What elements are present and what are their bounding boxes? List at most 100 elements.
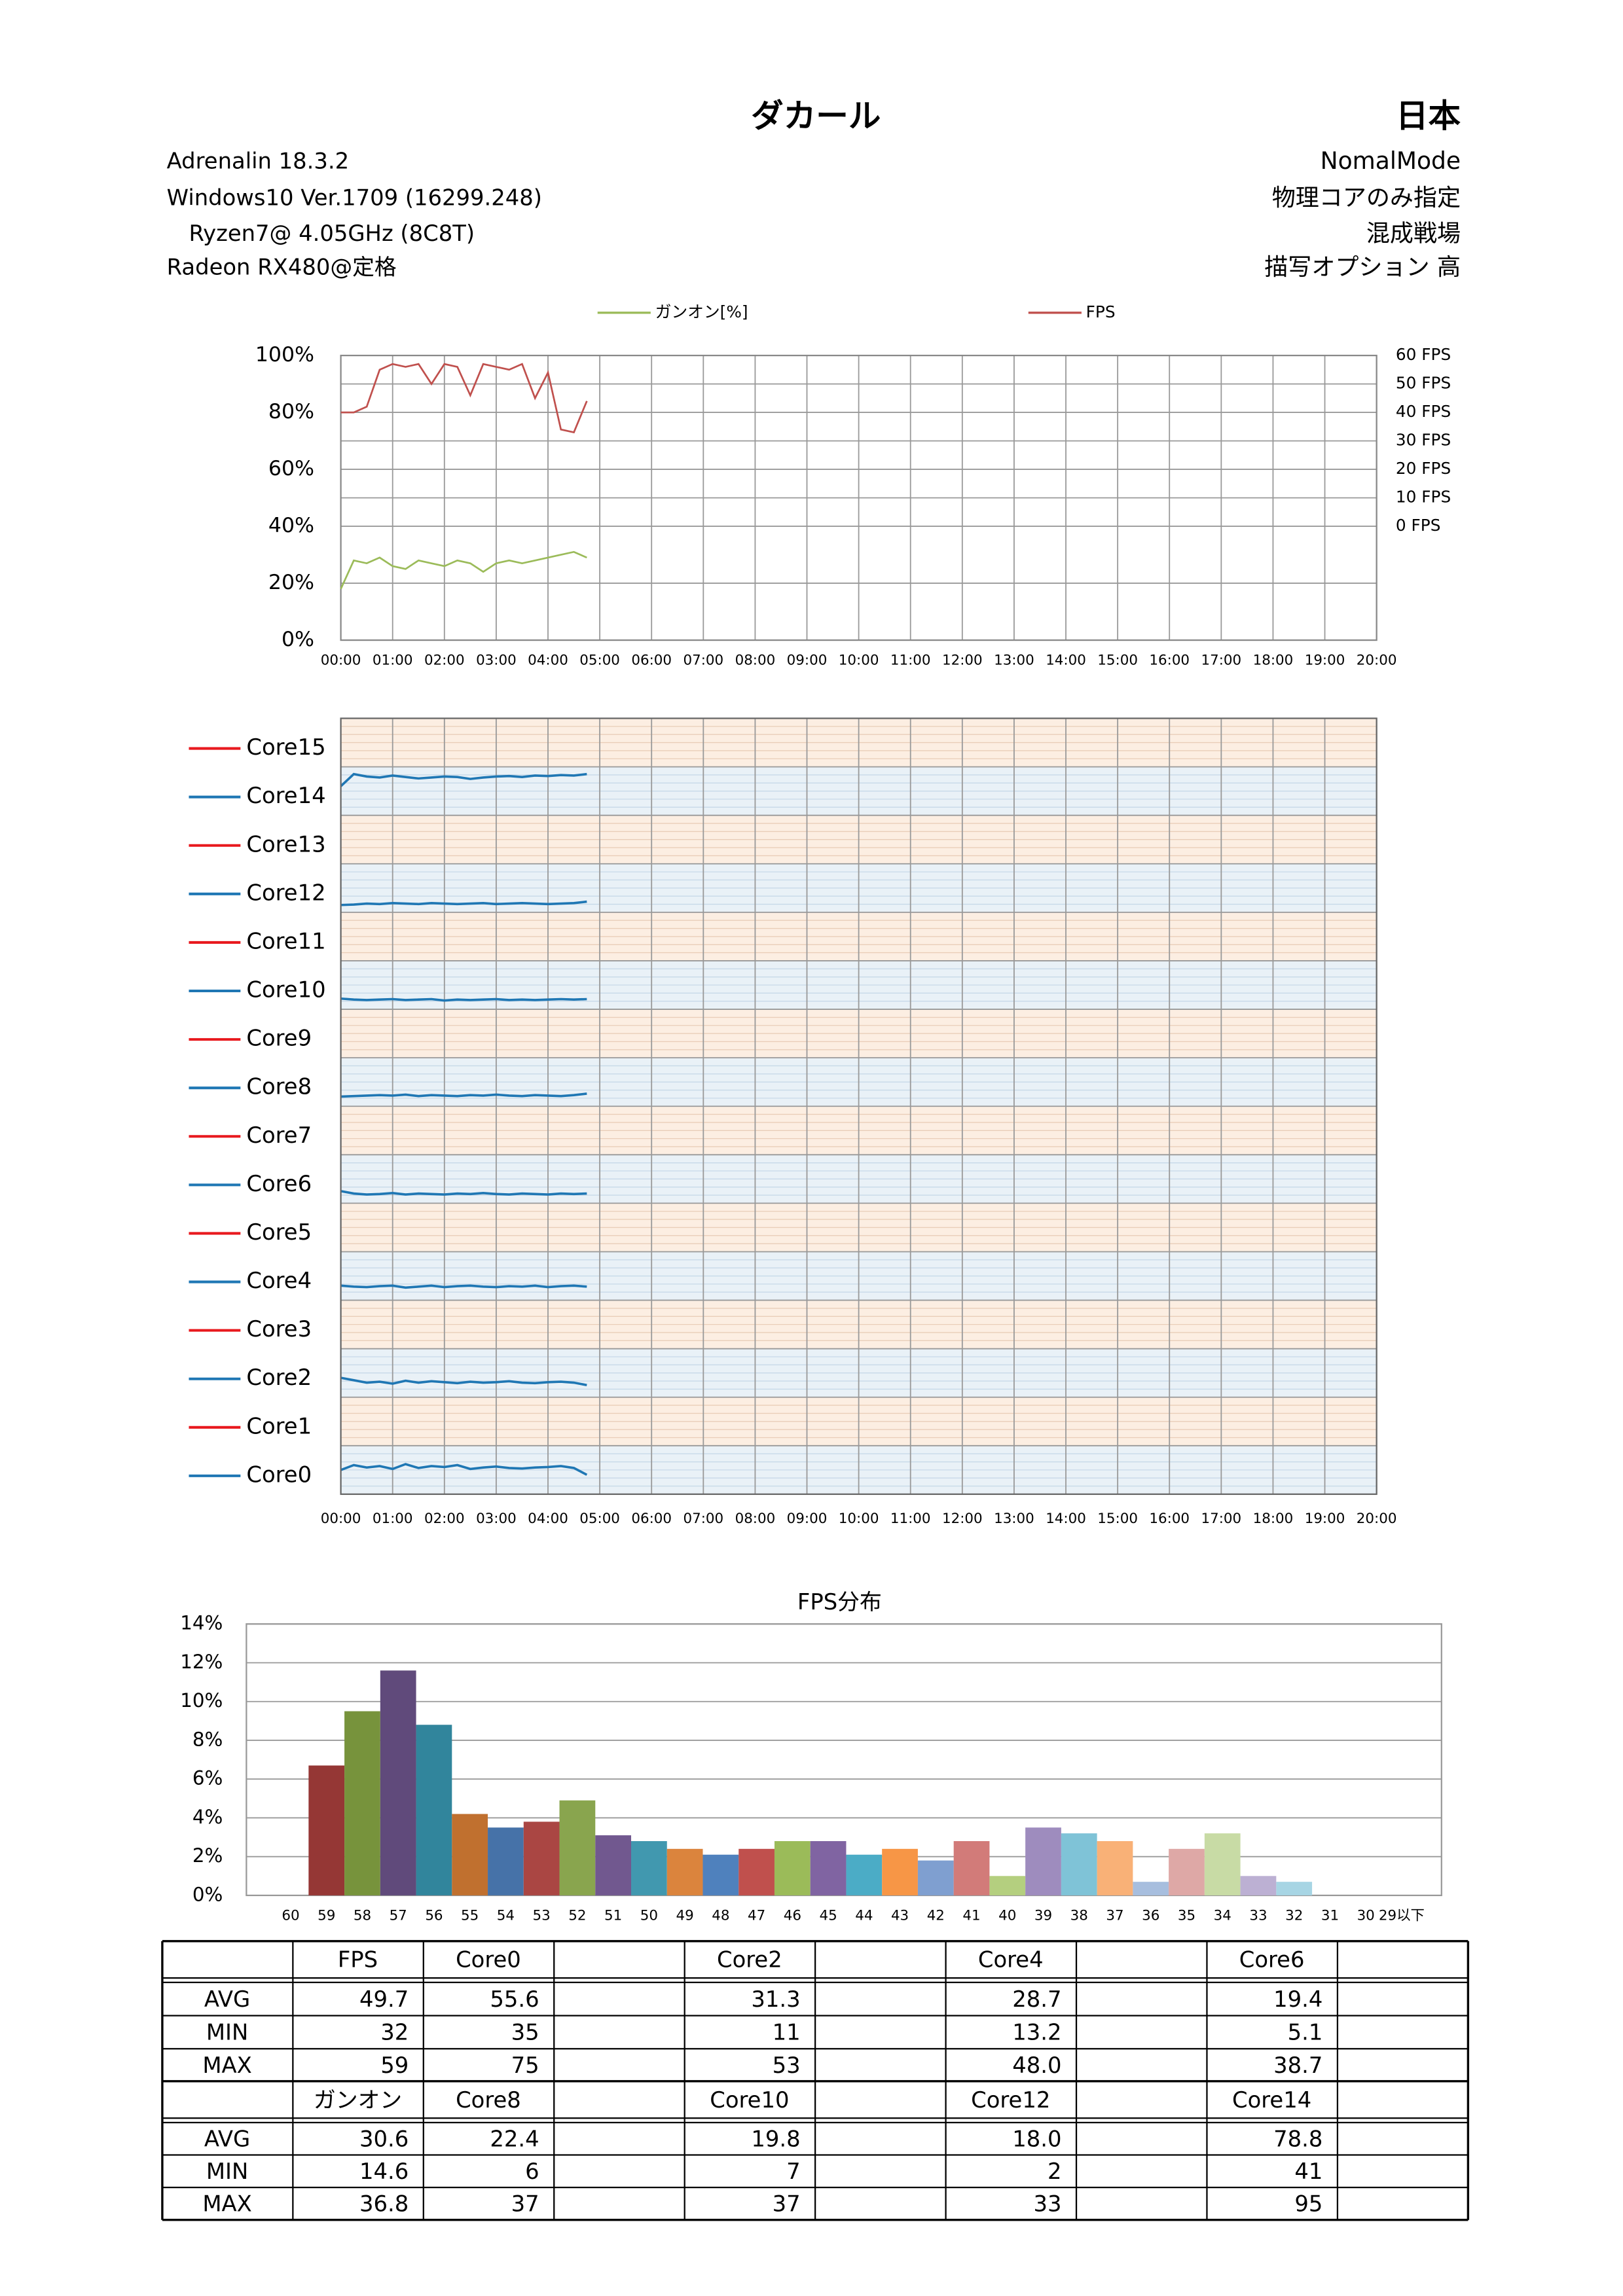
legend-label: Core10 [246,977,325,1003]
bar [559,1800,596,1895]
table-cell: 19.8 [751,2126,800,2152]
x-tick-label: 37 [1106,1907,1123,1924]
legend-label: Core2 [246,1365,312,1390]
y2-tick-label: 40 FPS [1396,402,1451,421]
x-tick-label: 12:00 [942,653,983,669]
y-tick-label: 20% [268,571,314,594]
legend-label: Core9 [246,1026,312,1051]
bar [953,1840,990,1895]
x-tick-label: 55 [461,1907,479,1924]
x-tick-label: 52 [568,1907,586,1924]
legend-label: Core15 [246,734,325,760]
table-cell: 49.7 [359,1986,409,2012]
x-tick-label: 45 [819,1907,837,1924]
x-tick-label: 07:00 [683,653,723,669]
y2-tick-label: 60 FPS [1396,345,1451,364]
table-header: Core14 [1232,2087,1311,2113]
table-cell: 31.3 [751,1986,800,2012]
table-cell: 53 [773,2053,801,2078]
table-cell: 11 [773,2020,801,2045]
x-tick-label: 03:00 [476,1511,517,1527]
table-cell: 18.0 [1012,2126,1061,2152]
legend-label: Core4 [246,1268,312,1293]
table-cell: 41 [1294,2159,1322,2184]
table-cell: 22.4 [490,2126,539,2152]
table-header: Core2 [717,1947,782,1973]
x-tick-label: 36 [1142,1907,1159,1924]
x-tick-label: 02:00 [424,653,465,669]
table-cell: 38.7 [1273,2053,1322,2078]
x-tick-label: 20:00 [1357,1511,1397,1527]
x-tick-label: 44 [855,1907,873,1924]
series-line [340,363,588,434]
table-cell: 7 [786,2159,801,2184]
bar [1133,1882,1169,1895]
x-tick-label: 14:00 [1046,653,1086,669]
table-cell: 19.4 [1273,1986,1322,2012]
y-tick-label: 14% [180,1612,223,1634]
y-tick-label: 0% [192,1883,223,1905]
y-tick-label: 80% [268,400,314,423]
legend-label: Core8 [246,1074,312,1100]
bar [344,1711,380,1895]
y-tick-label: 4% [192,1806,223,1828]
x-tick-label: 04:00 [528,653,568,669]
x-tick-label: 42 [927,1907,945,1924]
legend-label: Core14 [246,783,325,808]
bar [488,1827,524,1895]
x-tick-label: 17:00 [1201,653,1242,669]
series-line [340,1463,588,1476]
x-tick-label: 34 [1214,1907,1231,1924]
row-label: MAX [202,2053,251,2078]
setting-line: 描写オプション 高 [1264,253,1461,281]
x-tick-label: 11:00 [890,1511,931,1527]
doc-title: ダカール [751,97,881,135]
x-tick-label: 10:00 [839,1511,879,1527]
y-tick-label: 0% [282,628,314,651]
table-cell: 78.8 [1273,2126,1322,2152]
legend-label: ガンオン[%] [655,302,748,321]
x-tick-label: 40 [998,1907,1016,1924]
x-tick-label: 53 [533,1907,551,1924]
x-tick-label: 48 [712,1907,729,1924]
bar [1025,1827,1061,1895]
bar [1204,1833,1241,1895]
bar [739,1848,775,1895]
x-tick-label: 30 [1357,1907,1375,1924]
bar [595,1835,632,1895]
x-tick-label: 14:00 [1046,1511,1086,1527]
x-tick-label: 10:00 [839,653,879,669]
x-tick-label: 00:00 [321,1511,361,1527]
legend-label: Core11 [246,928,325,954]
x-tick-label: 46 [784,1907,801,1924]
bar [702,1854,739,1895]
spec-line: Windows10 Ver.1709 (16299.248) [167,185,542,211]
y-tick-label: 40% [268,514,314,537]
table-header: Core10 [710,2087,789,2113]
x-tick-label: 05:00 [579,653,620,669]
x-tick-label: 39 [1034,1907,1052,1924]
legend-label: Core1 [246,1413,312,1439]
y2-tick-label: 30 FPS [1396,431,1451,450]
table-header: Core8 [456,2087,521,2113]
bar [1061,1833,1097,1895]
table-header: FPS [338,1947,378,1973]
x-tick-label: 13:00 [994,653,1034,669]
x-tick-label: 56 [425,1907,443,1924]
x-tick-label: 03:00 [476,653,517,669]
x-tick-label: 54 [497,1907,515,1924]
table-cell: 33 [1033,2191,1061,2217]
region: 日本 [1396,97,1461,135]
x-tick-label: 15:00 [1097,653,1138,669]
table-cell: 37 [511,2191,539,2217]
x-tick-label: 09:00 [787,1511,828,1527]
bar [846,1854,883,1895]
series-line [340,900,587,906]
table-cell: 48.0 [1012,2053,1061,2078]
row-label: MIN [206,2020,248,2045]
y-tick-label: 60% [268,457,314,480]
x-tick-label: 19:00 [1305,1511,1345,1527]
x-tick-label: 47 [748,1907,765,1924]
x-tick-label: 12:00 [942,1511,983,1527]
legend-label: Core12 [246,880,325,905]
